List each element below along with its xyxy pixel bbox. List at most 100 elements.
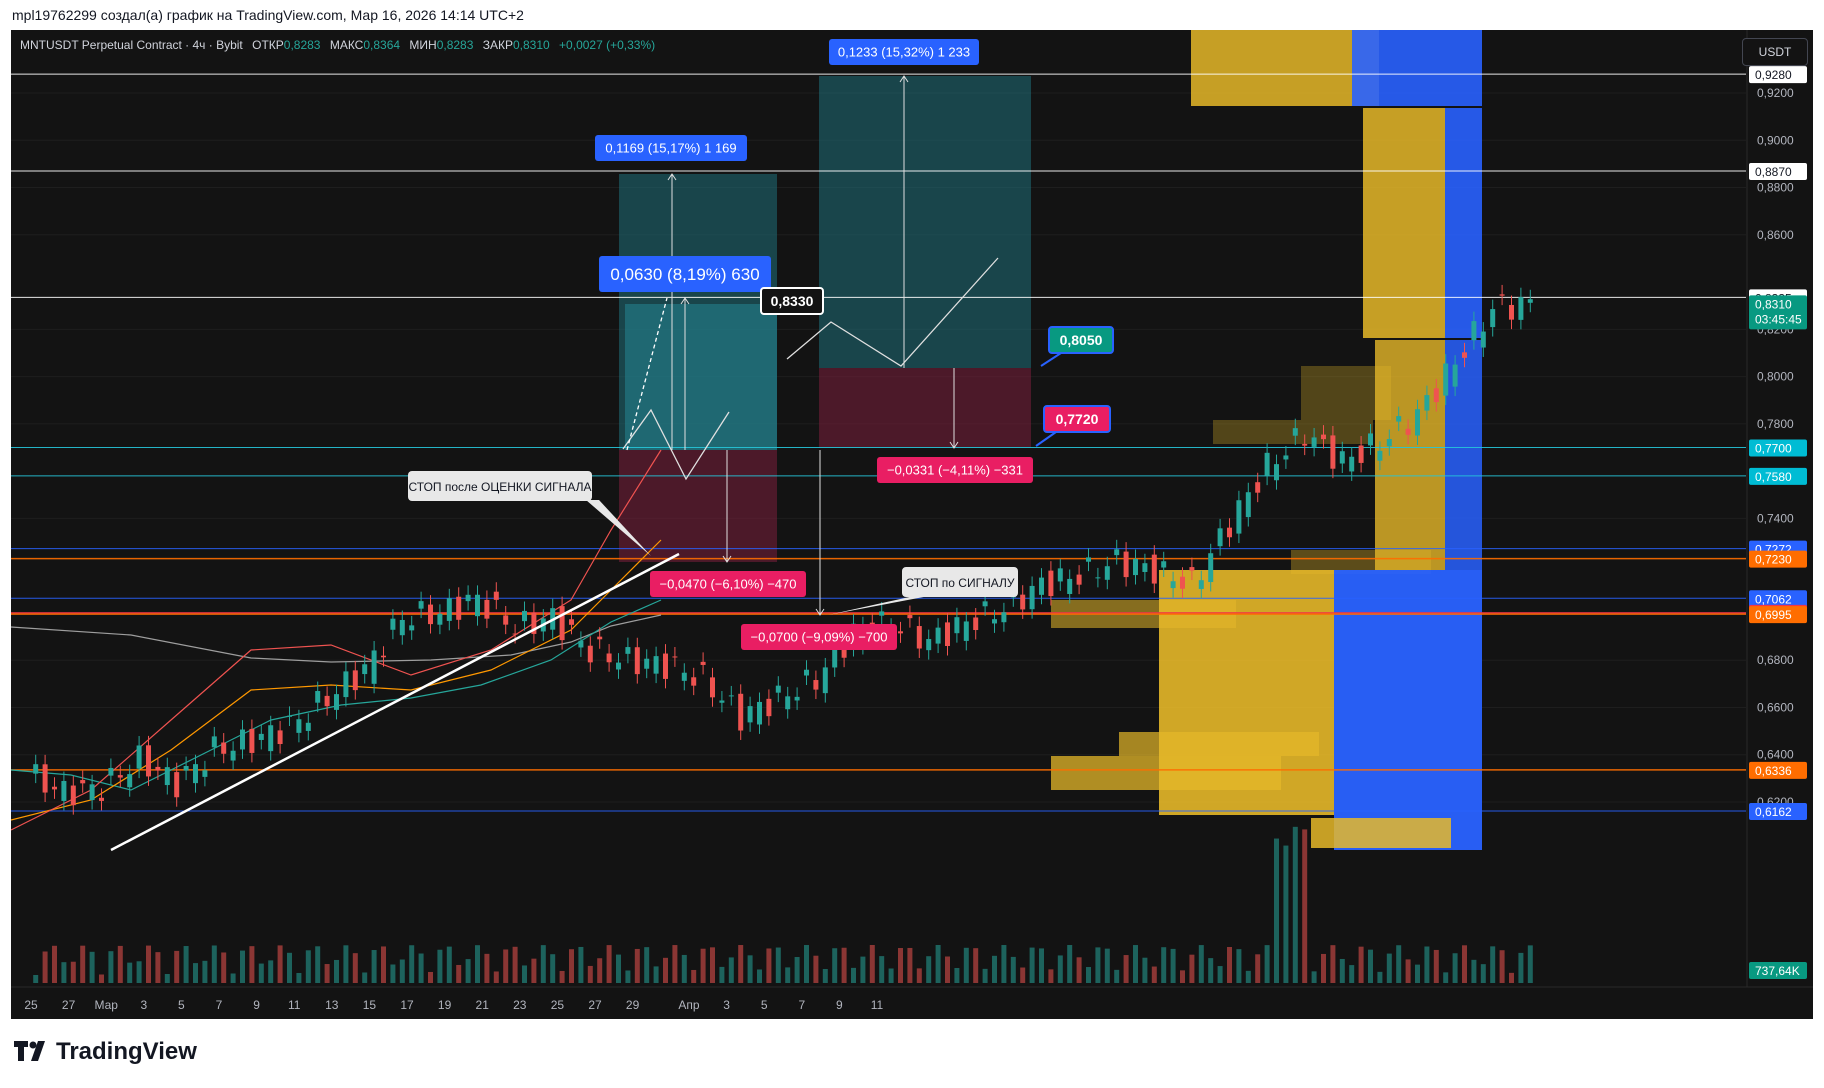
volume-bar	[1067, 945, 1073, 983]
time-axis: 25 27 Мар 3 5 7 9 11 13 15 17 19 21 23 25 27 29 Апр 3 5 7 9 11	[24, 998, 883, 1012]
volume-bar	[973, 948, 979, 983]
volume-bar	[587, 965, 593, 983]
candle-body	[1339, 451, 1345, 464]
measurement-labels: 0,1233 (15,32%) 1 233 0,1169 (15,17%) 1 1…	[595, 39, 1033, 650]
currency-button[interactable]: USDT	[1742, 38, 1808, 66]
measure-arrow-head	[680, 297, 690, 305]
volume-bar	[164, 973, 170, 983]
price-axis-label-text: 737,64K	[1755, 964, 1800, 978]
volume-bar	[1386, 953, 1392, 983]
candle-body	[738, 693, 744, 731]
volume-bar	[681, 954, 687, 983]
volume-bar	[1001, 945, 1007, 983]
volume-bar	[221, 952, 227, 983]
candle-body	[230, 750, 236, 761]
volume-bar	[945, 956, 950, 983]
candle-body	[183, 765, 189, 771]
volume-bar	[597, 958, 603, 983]
volume-bar	[1020, 967, 1026, 983]
candle-body	[832, 644, 838, 668]
candle-body	[954, 617, 960, 634]
volume-bar	[315, 946, 321, 983]
time-axis-tick: Апр	[678, 998, 700, 1012]
note-box	[408, 471, 592, 501]
price-axis-labels: 0,92800,88700,83350,831003:45:450,77000,…	[1749, 66, 1807, 979]
volume-bar	[625, 970, 631, 983]
candle-body	[1321, 434, 1326, 440]
volume-bar	[371, 950, 377, 983]
candle-body	[277, 730, 283, 745]
projection-lines	[622, 257, 999, 481]
volume-bar	[1452, 953, 1458, 983]
candle-body	[296, 719, 302, 733]
volume-bar	[869, 945, 875, 983]
candle-body	[61, 780, 67, 801]
candle-body	[926, 639, 932, 651]
price-axis-label-box	[1749, 962, 1807, 979]
volume-bar	[1123, 955, 1129, 983]
candle-body	[963, 621, 969, 641]
volume-bar	[1198, 945, 1204, 983]
candle-body	[653, 656, 659, 674]
candle-body	[898, 631, 903, 634]
candle-body	[1480, 331, 1486, 348]
candle-body	[1527, 299, 1533, 303]
tradingview-logo[interactable]: TradingView	[14, 1038, 197, 1066]
close-label: ЗАКР	[482, 38, 513, 52]
volume-bar	[540, 945, 546, 983]
volume-bar	[1527, 945, 1533, 983]
volume-bar	[1245, 970, 1251, 983]
candle-body	[587, 645, 593, 663]
candle-body	[381, 655, 386, 658]
volume-bar	[1057, 955, 1063, 983]
price-axis-tick: 0,9000	[1757, 133, 1794, 147]
price-axis-label-text: 0,7700	[1755, 442, 1792, 456]
candle-body	[606, 653, 612, 663]
candle-body	[1170, 581, 1176, 589]
volume-bar	[146, 945, 151, 983]
volume-bar	[1236, 949, 1242, 983]
price-axis-tick: 0,7800	[1757, 417, 1794, 431]
callout-text: 0,8330	[771, 293, 814, 309]
price-chart[interactable]: 0,1233 (15,32%) 1 233 0,1169 (15,17%) 1 1…	[11, 30, 1813, 1019]
high-label: МАКС	[329, 38, 364, 52]
candle-body	[1189, 567, 1195, 571]
volume-bar	[804, 945, 809, 983]
volume-bar	[794, 957, 800, 983]
volume-bar	[127, 962, 133, 983]
candle-body	[1057, 568, 1063, 582]
candle-body	[822, 667, 828, 694]
volume-bar	[1302, 829, 1308, 983]
volume-bar	[822, 968, 828, 983]
moving-average-line	[11, 614, 662, 663]
candle-body	[249, 728, 255, 753]
volume-bar	[174, 950, 180, 983]
candle-body	[108, 767, 114, 776]
volume-bar	[888, 968, 894, 983]
volume-bar	[1114, 969, 1120, 983]
candle-body	[146, 745, 151, 777]
note-text: СТОП по СИГНАЛУ	[905, 576, 1014, 590]
candle-body	[52, 786, 57, 790]
candle-body	[1123, 551, 1129, 578]
chart-caption: mpl19762299 создал(а) график на TradingV…	[12, 7, 524, 23]
measurement-label-box	[650, 571, 806, 597]
volume-bar	[1405, 959, 1411, 983]
time-axis-tick: 23	[513, 998, 527, 1012]
candle-body	[569, 619, 574, 625]
volume-bar	[907, 947, 913, 983]
volume-bar	[1396, 945, 1402, 983]
volume-bar	[1292, 826, 1298, 983]
volume-bar	[211, 945, 217, 983]
candle-body	[1443, 363, 1449, 396]
candle-body	[1245, 492, 1251, 518]
candle-body	[766, 698, 772, 717]
measure-arrow-head	[815, 608, 825, 616]
measurement-label-text: −0,0331 (−4,11%) −331	[887, 463, 1023, 478]
moving-average-line	[11, 449, 662, 831]
time-axis-tick: 9	[836, 998, 843, 1012]
candle-body	[1104, 566, 1110, 580]
candle-body	[681, 672, 687, 681]
open-value: 0,8283	[283, 38, 321, 52]
volume-bar	[1368, 949, 1373, 983]
